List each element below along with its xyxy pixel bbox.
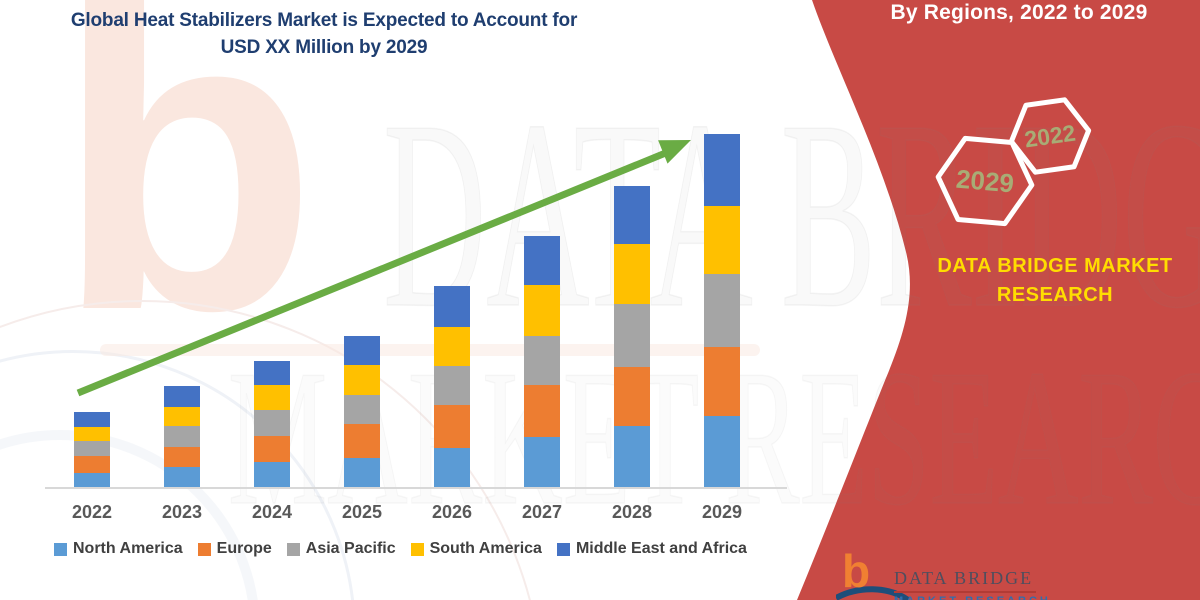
legend-label: Middle East and Africa [575, 540, 747, 557]
bar-segment-2024-south-america [254, 385, 290, 410]
chart-legend: North America Europe Asia Pacific South Ame… [54, 540, 747, 558]
x-axis-label-2025: 2025 [341, 502, 383, 522]
legend-item-asia-pacific: Asia Pacific [286, 540, 396, 558]
legend-label: North America [73, 540, 183, 557]
bar-segment-2029-north-america [704, 416, 740, 487]
stacked-bar-2023 [164, 386, 200, 487]
logo-company-name: DATA BRIDGE [894, 568, 1034, 588]
bar-segment-2025-middle-east-and-africa [344, 336, 380, 365]
x-axis-label-2027: 2027 [521, 502, 563, 522]
legend-swatch-icon [197, 542, 211, 556]
bar-segment-2027-europe [524, 385, 560, 437]
x-axis-label-2023: 2023 [161, 502, 203, 522]
logo-swoosh-icon [836, 586, 910, 600]
side-panel-heading: By Regions, 2022 to 2029 [890, 1, 1148, 24]
bar-segment-2028-north-america [614, 426, 650, 487]
legend-item-middle-east-and-africa: Middle East and Africa [556, 540, 747, 558]
legend-swatch-icon [410, 542, 424, 556]
bar-segment-2026-north-america [434, 448, 470, 487]
bar-segment-2029-middle-east-and-africa [704, 134, 740, 206]
bar-segment-2028-asia-pacific [614, 304, 650, 367]
bar-segment-2028-south-america [614, 244, 650, 304]
x-axis-label-2028: 2028 [611, 502, 653, 522]
footer-logo: b DATA BRIDGE MARKET RESEARCH [836, 548, 1176, 600]
stacked-bar-2024 [254, 361, 290, 487]
bar-segment-2024-middle-east-and-africa [254, 361, 290, 385]
legend-swatch-icon [54, 542, 67, 556]
legend-label: South America [429, 540, 542, 557]
bar-segment-2025-north-america [344, 458, 380, 487]
logo-b-icon: b [842, 545, 871, 597]
stacked-bar-2026 [434, 286, 470, 487]
bar-segment-2029-asia-pacific [704, 274, 740, 347]
bar-segment-2026-middle-east-and-africa [434, 286, 470, 327]
bar-segment-2022-north-america [74, 473, 110, 487]
bar-segment-2027-middle-east-and-africa [524, 236, 560, 285]
legend-swatch-icon [286, 542, 300, 556]
bar-segment-2025-asia-pacific [344, 395, 380, 424]
bar-segment-2023-asia-pacific [164, 426, 200, 447]
legend-item-europe: Europe [197, 540, 272, 558]
bar-segment-2026-south-america [434, 327, 470, 366]
bar-segment-2024-north-america [254, 462, 290, 487]
legend-item-north-america: North America [54, 540, 183, 558]
bar-segment-2022-asia-pacific [74, 441, 110, 456]
stacked-bar-2029 [704, 134, 740, 487]
legend-label: Asia Pacific [305, 540, 396, 557]
bar-segment-2027-south-america [524, 285, 560, 336]
bar-segment-2023-north-america [164, 467, 200, 487]
side-panel-brand-text: DATA BRIDGE MARKET RESEARCH [937, 255, 1173, 306]
x-axis-line [45, 487, 787, 489]
bar-segment-2029-europe [704, 347, 740, 416]
legend-item-south-america: South America [410, 540, 542, 558]
logo-divider [894, 591, 1036, 593]
chart-title-line1: Global Heat Stabilizers Market is Expect… [70, 10, 578, 31]
logo-tagline: MARKET RESEARCH [894, 595, 1051, 600]
bar-segment-2023-middle-east-and-africa [164, 386, 200, 407]
bar-segment-2025-europe [344, 424, 380, 458]
bar-segment-2029-south-america [704, 206, 740, 274]
bar-segment-2028-europe [614, 367, 650, 426]
stacked-bar-2028 [614, 186, 650, 487]
bar-segment-2024-asia-pacific [254, 410, 290, 436]
bar-segment-2022-middle-east-and-africa [74, 412, 110, 427]
bar-segment-2023-south-america [164, 407, 200, 426]
stacked-bar-2022 [74, 412, 110, 487]
bar-segment-2027-north-america [524, 437, 560, 487]
bar-segment-2022-south-america [74, 427, 110, 441]
x-axis-label-2022: 2022 [71, 502, 113, 522]
stacked-bar-2025 [344, 336, 380, 487]
bar-segment-2027-asia-pacific [524, 336, 560, 385]
bar-segment-2026-europe [434, 405, 470, 448]
legend-swatch-icon [556, 542, 570, 556]
bar-segment-2022-europe [74, 456, 110, 473]
bar-segment-2024-europe [254, 436, 290, 462]
x-axis-label-2029: 2029 [701, 502, 743, 522]
x-axis-label-2024: 2024 [251, 502, 293, 522]
stacked-bar-2027 [524, 236, 560, 487]
bar-segment-2028-middle-east-and-africa [614, 186, 650, 244]
x-axis-label-2026: 2026 [431, 502, 473, 522]
bar-segment-2025-south-america [344, 365, 380, 395]
bar-segment-2023-europe [164, 447, 200, 467]
chart-title: Global Heat Stabilizers Market is Expect… [34, 7, 614, 61]
chart-title-line2: USD XX Million by 2029 [220, 37, 428, 58]
legend-label: Europe [216, 540, 272, 557]
bar-segment-2026-asia-pacific [434, 366, 470, 405]
